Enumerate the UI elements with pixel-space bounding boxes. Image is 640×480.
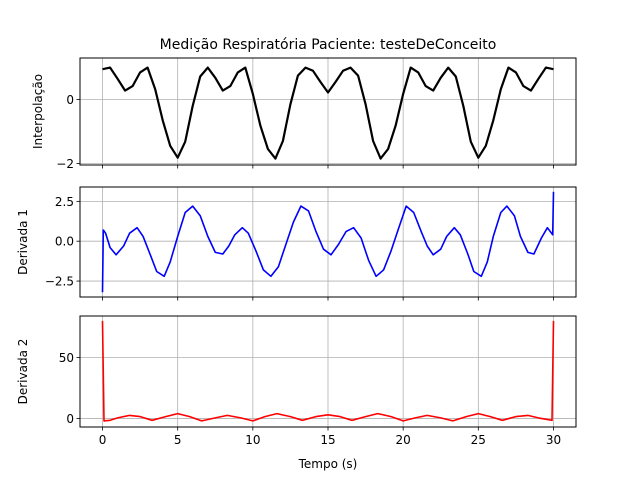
- derivada-1-y-axis-label: Derivada 1: [16, 209, 30, 275]
- figure-title: Medição Respiratória Paciente: testeDeCo…: [160, 37, 497, 53]
- interpolacao-series-line: [102, 66, 554, 160]
- x-tick-label: 20: [396, 433, 411, 447]
- derivada-1-y-tick-label: −2.5: [45, 275, 74, 289]
- x-axis-label: Tempo (s): [298, 457, 358, 471]
- x-tick-label: 30: [546, 433, 561, 447]
- panel-derivada-2: 0 5 10 15 20 25 30 0 50 Derivada 2: [16, 315, 577, 447]
- derivada-2-y-tick-label: 50: [59, 351, 74, 365]
- derivada-2-series-line: [101, 320, 555, 422]
- x-tick-label: 15: [320, 433, 335, 447]
- derivada-1-series-line: [101, 191, 555, 293]
- interpolacao-y-axis-label: Interpolação: [31, 74, 45, 149]
- x-tick-label: 0: [99, 433, 107, 447]
- derivada-1-y-tick-label: 2.5: [55, 195, 74, 209]
- panel-interpolacao: −2 0 Interpolação: [31, 57, 577, 171]
- derivada-2-y-tick-label: 0: [66, 412, 74, 426]
- axes-container: −2 0 Interpolação −2.5 0.0 2.5 Derivada 1 0 5 10 1…: [16, 57, 577, 447]
- derivada-2-y-axis-label: Derivada 2: [16, 339, 30, 405]
- x-tick-label: 10: [245, 433, 260, 447]
- x-tick-label: 25: [471, 433, 486, 447]
- interpolacao-y-tick-label: −2: [56, 157, 74, 171]
- panel-derivada-1: −2.5 0.0 2.5 Derivada 1: [16, 186, 577, 301]
- x-tick-label: 5: [174, 433, 182, 447]
- interpolacao-y-tick-label: 0: [66, 93, 74, 107]
- derivada-1-y-tick-label: 0.0: [55, 235, 74, 249]
